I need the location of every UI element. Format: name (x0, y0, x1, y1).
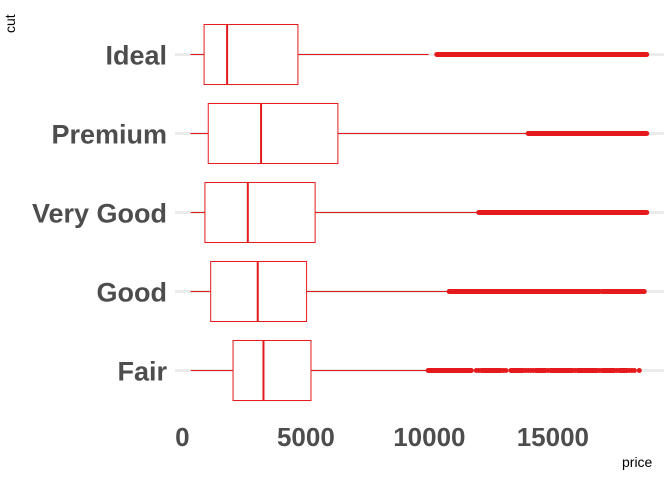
outlier-point-fair-12 (597, 368, 603, 373)
outlier-point-fair-17 (636, 368, 642, 373)
box-rect-ideal (203, 23, 299, 86)
box-good (190, 260, 647, 323)
x-tick-label-5000: 5000 (277, 422, 335, 452)
x-axis-title: price (622, 454, 653, 470)
outlier-point-fair-11 (583, 368, 589, 373)
y-axis-title: cut (2, 14, 18, 33)
outlier-point-fair-0 (457, 368, 463, 373)
outlier-point-fair-2 (476, 368, 482, 373)
y-tick-label-premium: Premium (51, 120, 167, 150)
box-premium (190, 102, 650, 165)
outlier-point-fair-13 (614, 368, 620, 373)
outlier-point-fair-8 (530, 368, 536, 373)
box-layer (190, 23, 650, 402)
y-tick-label-very-good: Very Good (32, 199, 167, 229)
label-layer: Ideal Premium Very Good Good Fair 0 5000 10000 1… (32, 41, 589, 453)
outlier-point-fair-9 (545, 368, 551, 373)
outlier-point-fair-16 (631, 368, 637, 373)
box-rect-fair (232, 339, 312, 402)
box-fair (190, 339, 642, 402)
x-tick-label-10000: 10000 (393, 422, 465, 452)
y-tick-label-fair: Fair (117, 357, 167, 387)
y-tick-label-ideal: Ideal (105, 41, 167, 71)
x-tick-label-15000: 15000 (517, 422, 589, 452)
y-tick-label-good: Good (97, 278, 167, 308)
box-very-good (190, 181, 650, 244)
box-ideal (190, 23, 650, 86)
box-rect-very-good (204, 181, 316, 244)
outlier-point-fair-4 (503, 368, 509, 373)
box-rect-premium (207, 102, 339, 165)
x-tick-label-0: 0 (175, 422, 189, 452)
outlier-point-fair-10 (572, 368, 578, 373)
